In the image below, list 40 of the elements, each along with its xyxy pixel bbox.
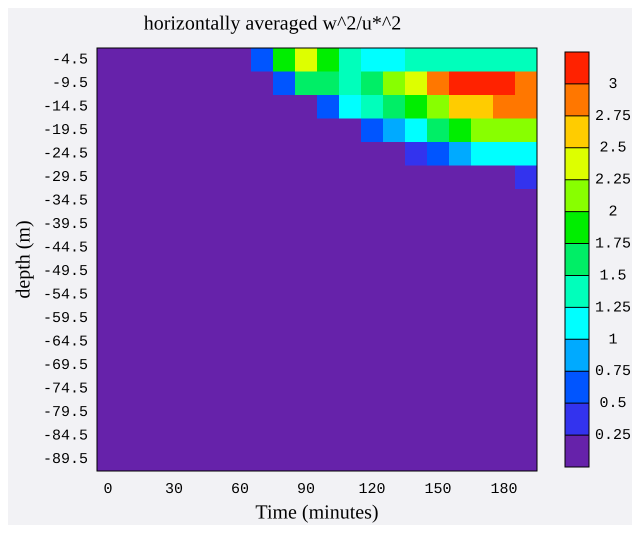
y-tick-label: -89.5 <box>42 451 88 468</box>
y-tick-label: -29.5 <box>42 169 88 186</box>
y-tick-label: -44.5 <box>42 240 88 257</box>
color-bar-label: 2 <box>608 204 618 221</box>
color-bar-label: 2.5 <box>599 140 627 157</box>
x-tick-label: 120 <box>358 480 386 498</box>
y-tick-label: -49.5 <box>42 263 88 280</box>
y-tick-label: -84.5 <box>42 428 88 445</box>
color-bar-label: 1.5 <box>599 267 627 284</box>
y-tick-label: -14.5 <box>42 98 88 116</box>
y-tick-label: -4.5 <box>52 52 88 69</box>
color-bar-label: 1.25 <box>594 299 632 316</box>
color-bar-label: 3 <box>608 76 618 93</box>
x-tick-label: 150 <box>424 480 452 498</box>
color-bar-label: 2.75 <box>594 108 632 125</box>
x-tick-label: 60 <box>230 480 250 498</box>
y-tick-label: -69.5 <box>42 357 88 374</box>
y-tick-label: -19.5 <box>42 122 88 140</box>
x-tick-label: 0 <box>104 480 113 498</box>
color-bar-label: 2.25 <box>594 172 632 189</box>
y-tick-label: -74.5 <box>42 380 88 398</box>
chart-title: horizontally averaged w^2/u*^2 <box>144 12 402 34</box>
color-bar-label: 1.75 <box>594 236 632 253</box>
x-tick-label: 90 <box>296 480 316 498</box>
y-tick-label: -79.5 <box>42 404 88 422</box>
color-bar-label: 1 <box>608 331 618 348</box>
y-axis-title: depth (m) <box>12 220 34 299</box>
y-tick-label: -64.5 <box>42 334 88 351</box>
y-tick-label: -54.5 <box>42 286 88 304</box>
color-bar-label: 0.25 <box>594 427 632 444</box>
x-axis-title: Time (minutes) <box>255 501 379 524</box>
color-bar-label: 0.75 <box>594 363 632 380</box>
y-tick-label: -24.5 <box>42 146 88 163</box>
y-tick-label: -39.5 <box>42 216 88 234</box>
y-tick-label: -9.5 <box>52 75 88 92</box>
x-tick-label: 180 <box>490 480 518 498</box>
y-tick-label: -34.5 <box>42 192 88 210</box>
color-bar-label: 0.5 <box>599 395 627 412</box>
x-tick-label: 30 <box>165 480 184 498</box>
y-tick-label: -59.5 <box>42 310 88 328</box>
